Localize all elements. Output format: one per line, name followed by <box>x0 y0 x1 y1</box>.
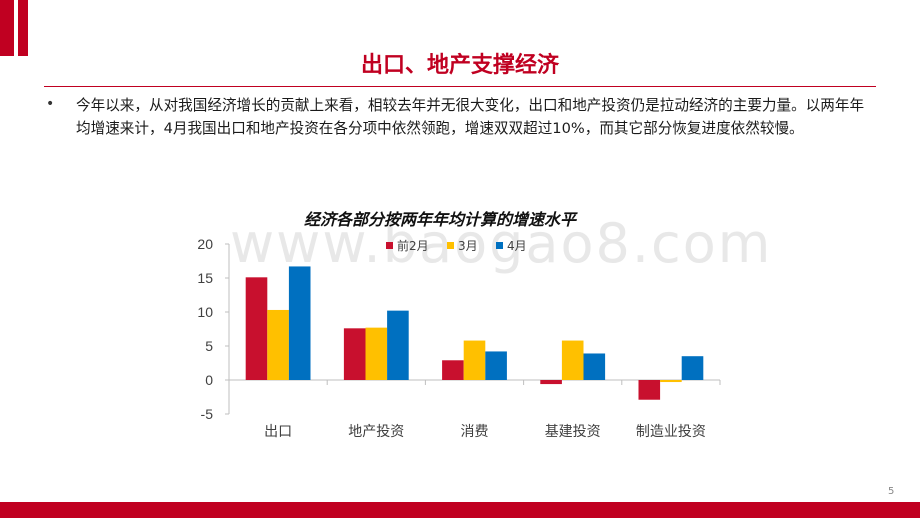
bullet-marker: • <box>46 96 55 112</box>
y-tick-label: 20 <box>197 236 213 252</box>
bar <box>583 353 606 380</box>
bar <box>681 356 704 380</box>
slide-title: 出口、地产支撑经济 <box>360 53 559 78</box>
y-tick-label: 0 <box>205 372 213 388</box>
page-number: 5 <box>888 486 895 497</box>
x-category-label: 基建投资 <box>545 423 601 440</box>
legend-label: 4月 <box>507 239 527 253</box>
bar <box>288 266 311 380</box>
bar <box>442 360 464 380</box>
bar <box>343 328 366 380</box>
x-category-label: 制造业投资 <box>636 424 706 440</box>
corner-accent-right <box>18 0 28 56</box>
bar <box>660 380 682 383</box>
legend-label: 前2月 <box>397 238 429 253</box>
bar <box>245 277 268 380</box>
bar <box>638 380 661 400</box>
bottom-accent-bar <box>0 502 920 518</box>
legend-swatch <box>447 242 454 249</box>
y-tick-label: 5 <box>205 338 213 354</box>
bar <box>561 340 584 380</box>
y-tick-label: 10 <box>197 304 213 320</box>
bar-chart: -5 0 5 10 15 20 出口 地产投资 消费 基建投资 制造业投资 前2月 3月 4月 <box>197 236 721 440</box>
bar <box>387 310 409 380</box>
bar <box>485 351 507 380</box>
legend-swatch <box>386 242 393 249</box>
corner-accent-left <box>0 0 14 56</box>
x-category-label: 出口 <box>264 424 292 440</box>
bar <box>463 340 486 380</box>
x-category-label: 消费 <box>461 424 489 440</box>
y-tick-label: -5 <box>201 406 214 422</box>
chart-title: 经济各部分按两年年均计算的增速水平 <box>303 210 576 229</box>
x-category-label: 地产投资 <box>348 424 404 440</box>
legend-swatch <box>496 242 503 249</box>
title-underline <box>44 86 876 87</box>
bar <box>365 327 388 380</box>
y-tick-label: 15 <box>197 270 213 286</box>
bar <box>540 380 562 385</box>
bar <box>267 309 289 380</box>
legend-label: 3月 <box>458 239 478 253</box>
body-paragraph: 今年以来，从对我国经济增长的贡献上来看，相较去年并无很大变化，出口和地产投资仍是… <box>76 97 865 137</box>
